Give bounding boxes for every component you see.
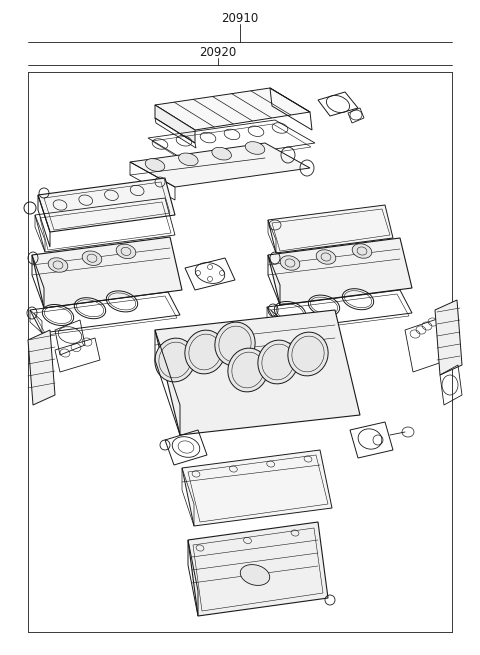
Ellipse shape: [185, 330, 225, 374]
Ellipse shape: [352, 244, 372, 258]
Polygon shape: [188, 522, 328, 616]
Polygon shape: [435, 300, 462, 375]
Ellipse shape: [228, 348, 268, 392]
Ellipse shape: [316, 250, 336, 264]
Text: 20910: 20910: [221, 12, 259, 24]
Ellipse shape: [240, 565, 270, 586]
Polygon shape: [155, 88, 310, 130]
Polygon shape: [38, 178, 175, 232]
Polygon shape: [155, 105, 195, 143]
Polygon shape: [268, 205, 393, 253]
Ellipse shape: [280, 255, 300, 271]
Ellipse shape: [179, 153, 198, 166]
Polygon shape: [130, 143, 310, 187]
Ellipse shape: [212, 147, 231, 160]
Ellipse shape: [116, 244, 136, 259]
Polygon shape: [268, 238, 412, 305]
Ellipse shape: [215, 322, 255, 366]
Ellipse shape: [82, 251, 102, 265]
Polygon shape: [32, 237, 182, 308]
Text: 20920: 20920: [199, 45, 237, 58]
Ellipse shape: [48, 258, 68, 272]
Polygon shape: [155, 310, 360, 435]
Ellipse shape: [288, 332, 328, 376]
Polygon shape: [182, 450, 332, 526]
Polygon shape: [28, 330, 55, 405]
Ellipse shape: [245, 141, 265, 155]
Ellipse shape: [258, 340, 298, 384]
Ellipse shape: [155, 338, 195, 382]
Ellipse shape: [145, 159, 165, 172]
